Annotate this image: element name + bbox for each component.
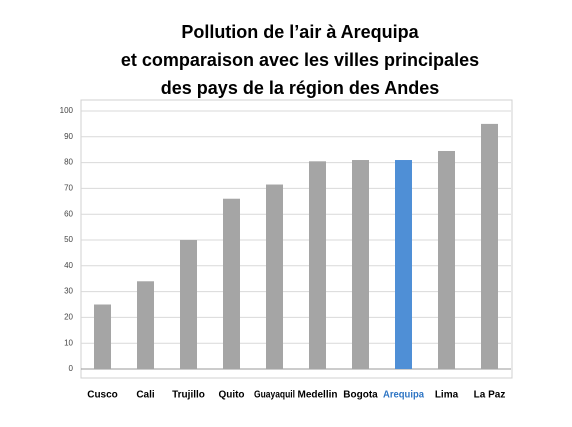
chart-title: des pays de la région des Andes bbox=[161, 78, 439, 98]
bar bbox=[481, 123, 498, 370]
y-tick-label: 90 bbox=[64, 132, 73, 141]
bar bbox=[395, 160, 412, 369]
y-tick-label: 50 bbox=[64, 235, 73, 244]
bar bbox=[438, 150, 455, 369]
y-tick-label: 30 bbox=[64, 287, 73, 296]
y-tick-label: 20 bbox=[64, 313, 73, 322]
bar bbox=[223, 198, 240, 369]
y-tick-label: 0 bbox=[69, 364, 74, 373]
y-tick-label: 40 bbox=[64, 261, 73, 270]
y-tick-label: 80 bbox=[64, 158, 73, 167]
x-tick-label: Bogota bbox=[343, 390, 378, 401]
chart-title: et comparaison avec les villes principal… bbox=[121, 50, 479, 70]
bar bbox=[180, 240, 197, 369]
y-tick-label: 100 bbox=[60, 106, 74, 115]
chart-title: Pollution de l’air à Arequipa bbox=[181, 22, 419, 42]
x-tick-label: Guayaquil bbox=[254, 390, 295, 401]
bar bbox=[352, 160, 369, 369]
y-tick-label: 70 bbox=[64, 184, 73, 193]
x-tick-label: Medellin bbox=[297, 390, 337, 401]
x-tick-label: Trujillo bbox=[172, 390, 205, 401]
x-tick-label: Cali bbox=[136, 390, 155, 401]
x-tick-label: Lima bbox=[435, 390, 459, 401]
x-tick-label: Cusco bbox=[87, 390, 118, 401]
bar bbox=[94, 304, 111, 369]
y-tick-label: 60 bbox=[64, 209, 73, 218]
x-tick-label: La Paz bbox=[474, 390, 506, 401]
plot-area bbox=[80, 99, 513, 379]
bar bbox=[266, 184, 283, 369]
bar bbox=[137, 281, 154, 369]
bar bbox=[309, 161, 326, 369]
x-tick-label: Arequipa bbox=[383, 390, 424, 401]
y-tick-label: 10 bbox=[64, 338, 73, 347]
x-tick-label: Quito bbox=[218, 390, 244, 401]
